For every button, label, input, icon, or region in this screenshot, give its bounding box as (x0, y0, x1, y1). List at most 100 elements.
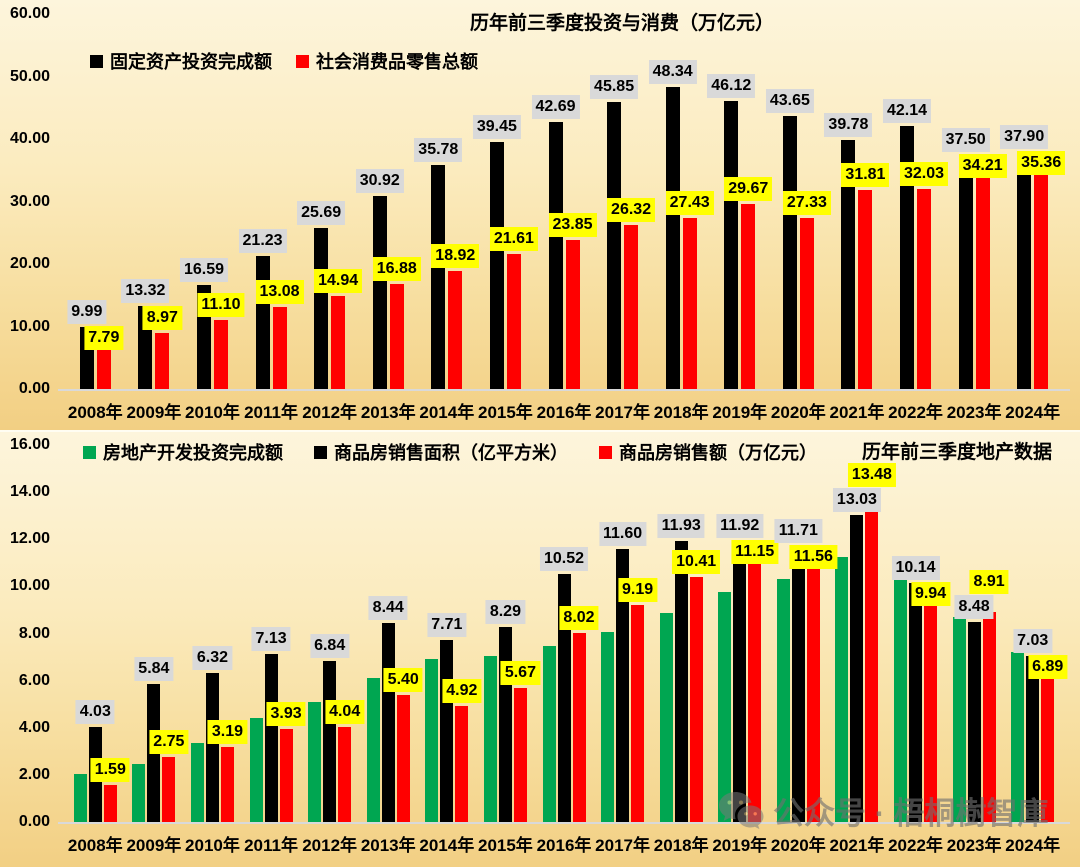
bar-固定资产投资完成额 (665, 86, 680, 389)
y-tick-label: 10.00 (9, 317, 50, 335)
y-tick-label: 10.00 (9, 577, 50, 595)
bar-固定资产投资完成额 (724, 100, 739, 389)
bar-房地产开发投资完成额 (776, 579, 790, 822)
x-axis-label: 2015年 (477, 836, 533, 855)
bar-商品房销售额（万亿元） (103, 784, 117, 822)
x-axis-line (58, 822, 1070, 824)
x-axis-label: 2016年 (536, 403, 592, 422)
bar-商品房销售面积（亿平方米） (850, 514, 864, 822)
bar-商品房销售面积（亿平方米） (791, 546, 805, 822)
bar-社会消费品零售总额 (917, 188, 932, 389)
bar-房地产开发投资完成额 (601, 632, 615, 822)
bar-value-label: 13.03 (832, 487, 881, 512)
bar-商品房销售面积（亿平方米） (264, 653, 278, 822)
x-axis-label: 2013年 (360, 836, 416, 855)
x-axis-label: 2012年 (302, 836, 358, 855)
y-tick-label: 0.00 (18, 380, 50, 397)
bar-商品房销售额（万亿元） (338, 726, 352, 822)
bar-value-label: 7.71 (427, 613, 467, 638)
x-axis-label: 2016年 (536, 836, 592, 855)
bar-房地产开发投资完成额 (1011, 652, 1025, 822)
legend-label: 商品房销售面积（亿平方米） (334, 443, 568, 463)
bar-value-label: 11.60 (599, 521, 647, 546)
bar-商品房销售面积（亿平方米） (909, 583, 923, 822)
bar-value-label: 27.33 (782, 191, 831, 216)
x-axis-label: 2009年 (126, 403, 182, 422)
bar-社会消费品零售总额 (389, 283, 404, 389)
bar-房地产开发投资完成额 (659, 613, 673, 822)
bar-社会消费品零售总额 (799, 218, 814, 389)
bar-商品房销售面积（亿平方米） (440, 640, 454, 822)
bar-商品房销售面积（亿平方米） (733, 541, 747, 822)
bar-固定资产投资完成额 (841, 140, 856, 389)
bar-固定资产投资完成额 (1017, 152, 1032, 389)
bar-value-label: 46.12 (707, 73, 756, 98)
bar-房地产开发投资完成额 (483, 655, 497, 822)
x-axis-line (58, 389, 1070, 391)
bar-value-label: 21.23 (238, 229, 287, 254)
bar-商品房销售额（万亿元） (924, 587, 938, 822)
legend-swatch-black (90, 54, 103, 68)
y-tick-label: 8.00 (18, 624, 50, 642)
legend-swatch-black (314, 445, 327, 459)
bar-value-label: 9.99 (67, 299, 107, 324)
x-axis-label: 2010年 (185, 836, 240, 855)
bar-value-label: 8.97 (142, 305, 182, 330)
bar-value-label: 48.34 (648, 59, 697, 84)
x-axis-label: 2015年 (477, 403, 533, 422)
bar-value-label: 8.48 (954, 595, 994, 620)
x-axis-label: 2019年 (712, 403, 768, 422)
x-axis-label: 2008年 (67, 403, 123, 422)
bar-房地产开发投资完成额 (249, 718, 263, 822)
bar-value-label: 13.32 (121, 278, 170, 303)
bar-社会消费品零售总额 (624, 224, 639, 389)
bar-社会消费品零售总额 (1034, 168, 1049, 389)
legend-label: 固定资产投资完成额 (110, 52, 272, 72)
bar-商品房销售额（万亿元） (806, 549, 820, 822)
bar-商品房销售额（万亿元） (162, 757, 176, 822)
bar-value-label: 45.85 (590, 75, 639, 100)
bar-value-label: 39.78 (824, 113, 873, 138)
bar-value-label: 35.36 (1017, 151, 1066, 176)
bar-value-label: 37.50 (941, 127, 990, 152)
bar-value-label: 13.08 (255, 280, 304, 305)
bar-value-label: 43.65 (765, 89, 814, 114)
legend-item-fixed-asset-investment: 固定资产投资完成额 (90, 48, 272, 74)
bar-固定资产投资完成额 (372, 195, 387, 389)
x-axis-label: 2011年 (244, 836, 298, 855)
chart-panel-investment-consumption: 历年前三季度投资与消费（万亿元） 固定资产投资完成额 社会消费品零售总额 0.0… (0, 0, 1080, 430)
y-tick-label: 40.00 (9, 130, 50, 147)
bar-固定资产投资完成额 (255, 256, 270, 389)
bar-商品房销售面积（亿平方米） (381, 623, 395, 822)
bar-房地产开发投资完成额 (835, 556, 849, 822)
chart-panel-real-estate: 历年前三季度地产数据 房地产开发投资完成额 商品房销售面积（亿平方米） 商品房销… (0, 430, 1080, 867)
bar-value-label: 4.04 (325, 699, 365, 724)
bar-value-label: 11.92 (716, 514, 764, 539)
bar-固定资产投资完成额 (782, 116, 797, 389)
bar-商品房销售面积（亿平方米） (498, 626, 512, 822)
x-axis-label: 2017年 (595, 836, 650, 855)
y-tick-label: 2.00 (18, 765, 50, 783)
x-axis-label: 2021年 (829, 836, 885, 855)
legend-real-estate: 房地产开发投资完成额 商品房销售面积（亿平方米） 商品房销售额（万亿元） (83, 439, 817, 465)
bar-社会消费品零售总额 (858, 190, 873, 389)
y-tick-label: 6.00 (18, 671, 50, 689)
chart-title-real-estate: 历年前三季度地产数据 (861, 442, 1052, 463)
legend-swatch-green (83, 445, 96, 459)
x-axis-label: 2011年 (244, 403, 298, 422)
bar-商品房销售面积（亿平方米） (557, 574, 571, 822)
bar-固定资产投资完成额 (314, 228, 329, 389)
bar-社会消费品零售总额 (272, 307, 287, 389)
bar-value-label: 23.85 (548, 212, 597, 237)
legend-label: 商品房销售额（万亿元） (619, 443, 817, 463)
bar-value-label: 10.52 (539, 547, 589, 572)
legend-swatch-red (296, 54, 309, 68)
legend-swatch-red (599, 445, 612, 459)
bar-商品房销售额（万亿元） (513, 688, 527, 822)
bar-value-label: 7.03 (1013, 629, 1053, 654)
bar-商品房销售额（万亿元） (455, 706, 469, 822)
bar-房地产开发投资完成额 (894, 579, 908, 822)
bar-商品房销售额（万亿元） (631, 605, 645, 822)
bar-商品房销售面积（亿平方米） (205, 673, 219, 822)
bar-房地产开发投资完成额 (73, 773, 87, 822)
